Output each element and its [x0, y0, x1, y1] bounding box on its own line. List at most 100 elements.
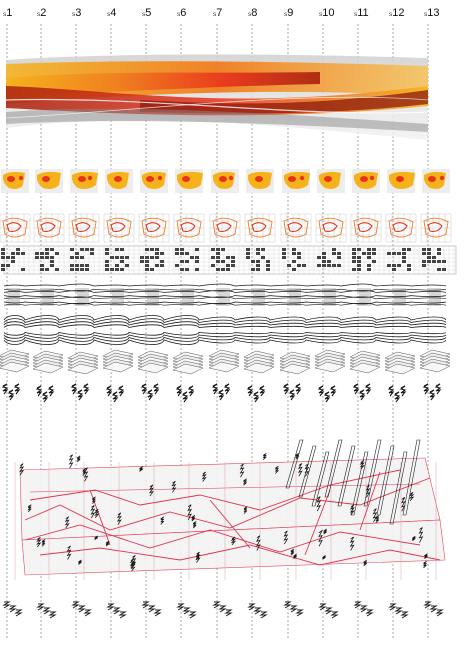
section-label: s2 — [37, 7, 46, 19]
outline-red — [427, 222, 443, 232]
outlined-profile — [173, 213, 205, 243]
network-zigzag — [195, 551, 201, 563]
pixel-cell — [90, 252, 94, 255]
network-link — [24, 524, 421, 553]
pixel-cell — [332, 264, 336, 267]
pixel-cell — [216, 252, 220, 255]
bottom-glyph-stroke — [388, 603, 397, 611]
zigzag-stroke — [399, 385, 407, 397]
outlined-profile — [103, 213, 135, 243]
pixel-cell — [432, 260, 436, 263]
pixel-cell — [80, 256, 84, 259]
outline-orange — [2, 217, 28, 238]
pixel-cell — [216, 256, 220, 259]
pixel-cell — [427, 252, 431, 255]
bottom-glyph-stroke — [224, 609, 233, 617]
pixel-cell — [11, 256, 15, 259]
network-zigzag — [171, 480, 177, 493]
network-zigzag — [275, 465, 279, 474]
thin-white-strand — [5, 98, 429, 114]
pixel-cell — [337, 256, 341, 259]
pixel-cell — [387, 252, 391, 255]
network-zigzag — [408, 491, 415, 501]
pixel-cell — [261, 256, 265, 259]
zigzag-glyph — [387, 385, 407, 403]
outlined-profile — [315, 213, 347, 243]
network-zigzag — [105, 540, 110, 547]
bottom-glyph-stroke — [8, 605, 17, 613]
pixel-cell — [145, 256, 149, 259]
network-zigzag — [94, 535, 98, 541]
pixel-cell — [437, 268, 441, 271]
pixel-cell — [367, 264, 371, 267]
pixel-cell — [317, 256, 321, 259]
loop-strand-bottom — [3, 337, 447, 342]
bottom-glyph-stroke — [77, 605, 86, 613]
outlined-profile — [385, 213, 417, 243]
section-profile — [387, 169, 415, 193]
pixel-cell — [120, 268, 124, 271]
network-zigzag — [130, 561, 136, 572]
zigzag-stroke — [175, 385, 183, 397]
section-label-prefix: s — [319, 11, 323, 18]
zigzag-stroke — [393, 391, 401, 403]
pixel-cell — [160, 252, 164, 255]
pixel-cell — [105, 248, 109, 251]
network-diagonal — [350, 451, 369, 516]
bottom-glyph-stroke — [112, 607, 121, 615]
pixel-cell — [266, 260, 270, 263]
section-label-number: 3 — [75, 7, 81, 19]
pixel-cell — [427, 256, 431, 259]
pixel-cell — [226, 268, 230, 271]
pixel-cell — [357, 260, 361, 263]
pixel-cell — [40, 252, 44, 255]
outline-red — [216, 222, 232, 232]
network-link — [359, 471, 381, 531]
bottom-glyph-stroke — [42, 607, 51, 615]
pixel-cell — [70, 268, 74, 271]
pixel-cell — [256, 268, 260, 271]
pixel-cell — [246, 248, 250, 251]
profile-red-core — [428, 176, 436, 182]
section-label-number: 7 — [216, 7, 222, 19]
section-label: s9 — [284, 7, 293, 19]
outline-red — [6, 222, 22, 232]
bottom-glyph-stroke — [283, 601, 292, 609]
pixel-cell — [231, 264, 235, 267]
pixel-cell — [221, 268, 225, 271]
bottom-glyph-stroke — [36, 603, 45, 611]
loop-strand-bottom — [3, 334, 447, 339]
pixel-cell — [160, 264, 164, 267]
zigzag-stroke — [7, 389, 15, 401]
profile-red-dot — [369, 175, 375, 181]
zigzag-stroke — [364, 383, 372, 395]
section-profile — [352, 169, 380, 193]
layered-plane-cluster — [314, 349, 346, 373]
outlined-profile — [0, 213, 31, 243]
pixel-cell — [402, 256, 406, 259]
pixel-cell — [155, 252, 159, 255]
bottom-glyph-stroke — [188, 611, 197, 619]
bottom-glyph — [176, 603, 197, 619]
loop-strand-bottom — [3, 332, 447, 336]
pixel-cell — [322, 260, 326, 263]
layered-plane-cluster — [0, 349, 30, 373]
section-label-prefix: s — [248, 11, 252, 18]
section-profile — [105, 169, 133, 193]
zigzag-stroke — [246, 385, 254, 397]
stacked-plane — [32, 362, 64, 374]
zigzag-stroke — [140, 383, 148, 395]
network-link — [39, 544, 441, 566]
pixel-cell — [195, 256, 199, 259]
pixel-cell — [155, 248, 159, 251]
zigzag-stroke — [82, 383, 90, 395]
bottom-glyph — [212, 601, 233, 617]
dark-red-strand — [140, 90, 428, 114]
outlined-profile — [209, 213, 241, 243]
pixel-cell — [357, 256, 361, 259]
pixel-cell — [55, 252, 59, 255]
pixel-cell — [317, 264, 321, 267]
pixel-cell — [180, 260, 184, 263]
network-zigzag — [131, 554, 137, 567]
pixel-cell — [40, 256, 44, 259]
